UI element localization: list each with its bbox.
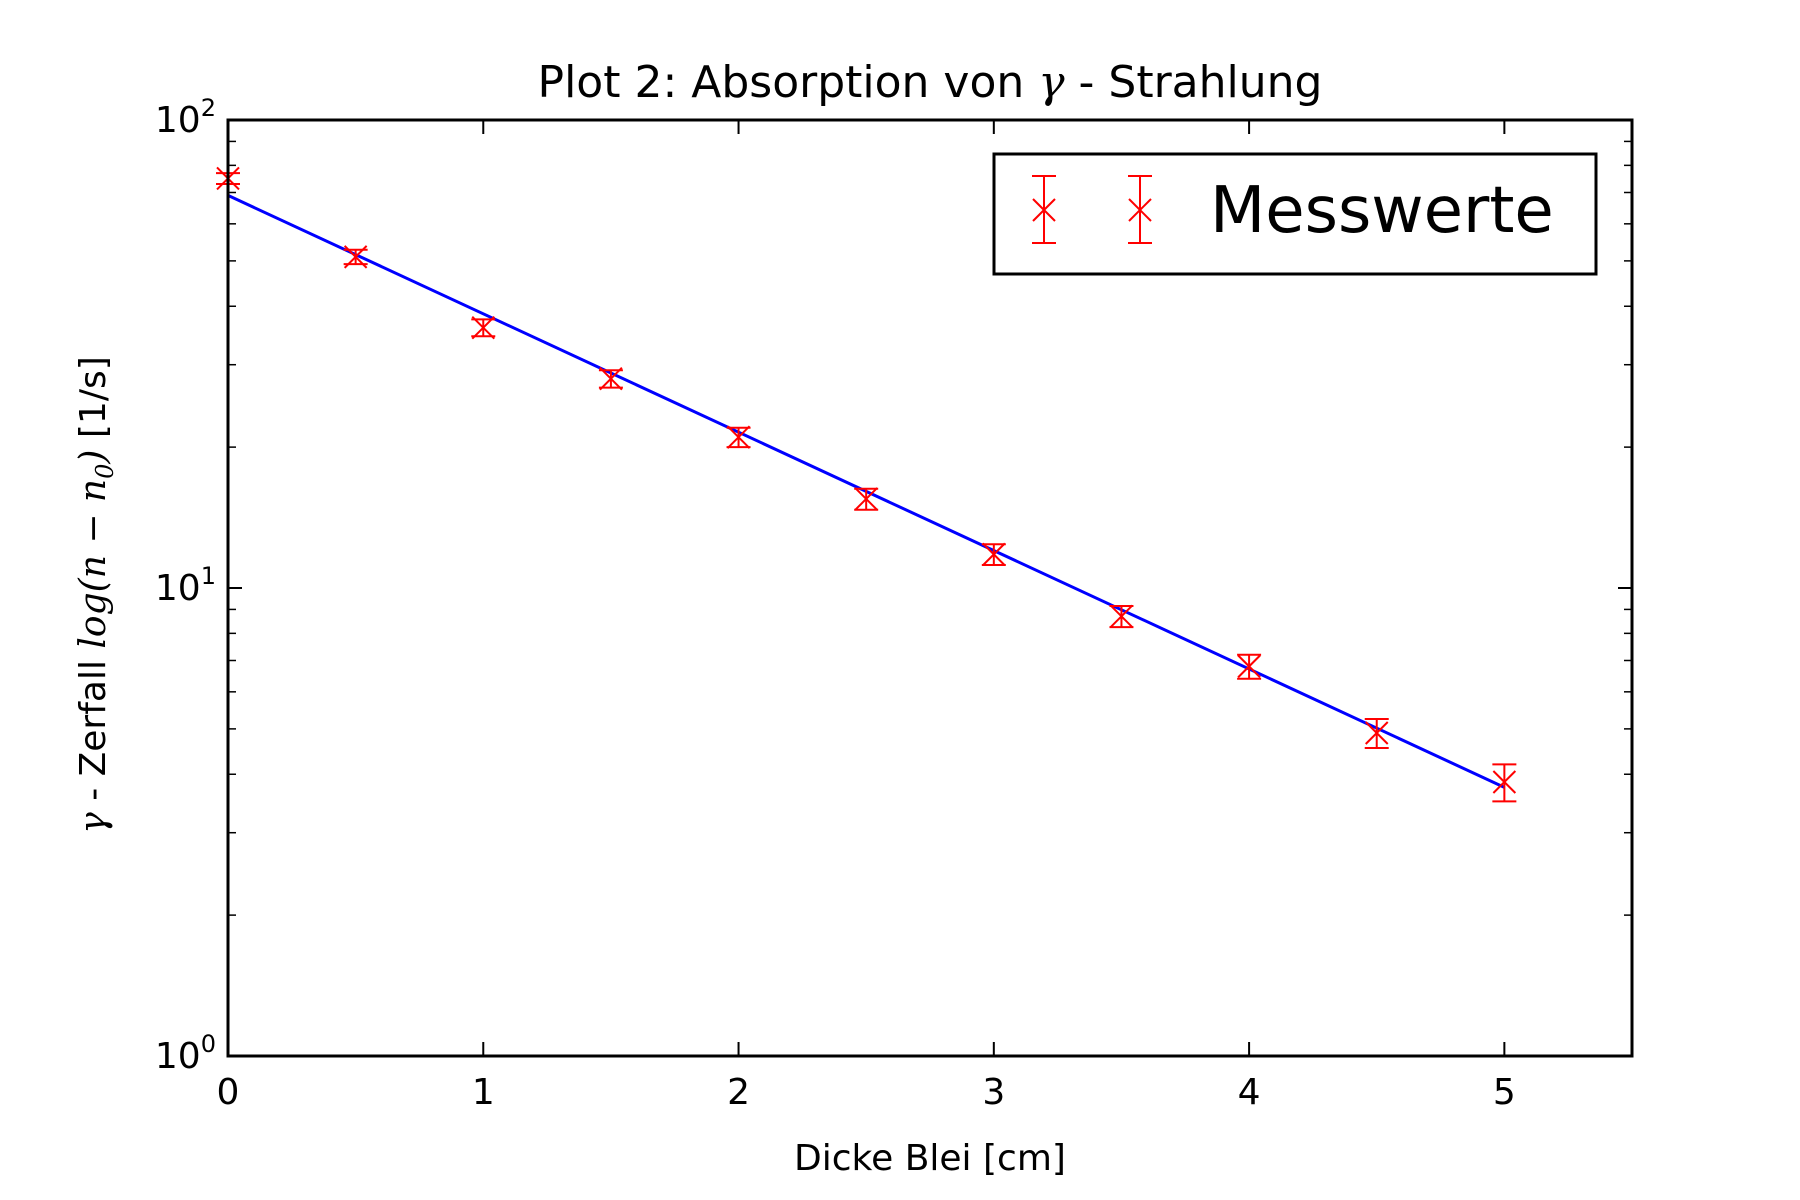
data-point: [1032, 175, 1056, 244]
data-point: [598, 367, 623, 391]
data-point: [1364, 717, 1389, 750]
legend-label: Messwerte: [1210, 174, 1554, 248]
data-point: [471, 315, 496, 340]
plot-area: [216, 166, 1517, 803]
axes-frame: [226, 118, 1634, 1058]
x-marker: [854, 487, 878, 511]
data-point: [343, 245, 368, 269]
y-tick-label: 102: [155, 94, 216, 141]
data-point: [1492, 763, 1517, 803]
legend: Messwerte: [992, 152, 1598, 276]
x-marker: [1128, 198, 1152, 222]
x-marker: [599, 367, 623, 391]
x-tick-label: 2: [727, 1072, 750, 1113]
x-tick-label: 0: [217, 1072, 240, 1113]
x-axis-label: Dicke Blei [cm]: [794, 1138, 1066, 1179]
x-marker: [1237, 654, 1261, 679]
x-marker: [1492, 770, 1517, 794]
chart-title: Plot 2: Absorption von γ - Strahlung: [538, 57, 1323, 108]
x-tick-label: 3: [982, 1072, 1005, 1113]
x-marker: [343, 245, 368, 269]
legend-markers: [1032, 175, 1152, 244]
x-tick-label: 1: [472, 1072, 495, 1113]
x-marker: [471, 315, 495, 340]
y-axis-label: γ - Zerfall log(n − n0) [1/s]: [73, 356, 119, 834]
data-point: [726, 425, 751, 449]
ticks-layer: 0 1 2 3 4 5 100 101 102: [155, 94, 1632, 1113]
x-marker: [1032, 198, 1056, 222]
data-point: [1109, 604, 1134, 629]
data-point: [1128, 175, 1152, 244]
x-marker: [1365, 721, 1389, 745]
y-tick-label: 101: [155, 562, 216, 609]
x-marker: [726, 425, 751, 449]
x-marker: [982, 542, 1006, 567]
data-point: [1237, 653, 1262, 680]
x-marker: [1109, 604, 1134, 629]
x-tick-label: 4: [1238, 1072, 1261, 1113]
data-point: [854, 487, 879, 511]
x-tick-label: 5: [1493, 1072, 1516, 1113]
legend-box: [992, 152, 1598, 276]
y-tick-label: 100: [155, 1030, 216, 1077]
data-point: [981, 542, 1006, 567]
